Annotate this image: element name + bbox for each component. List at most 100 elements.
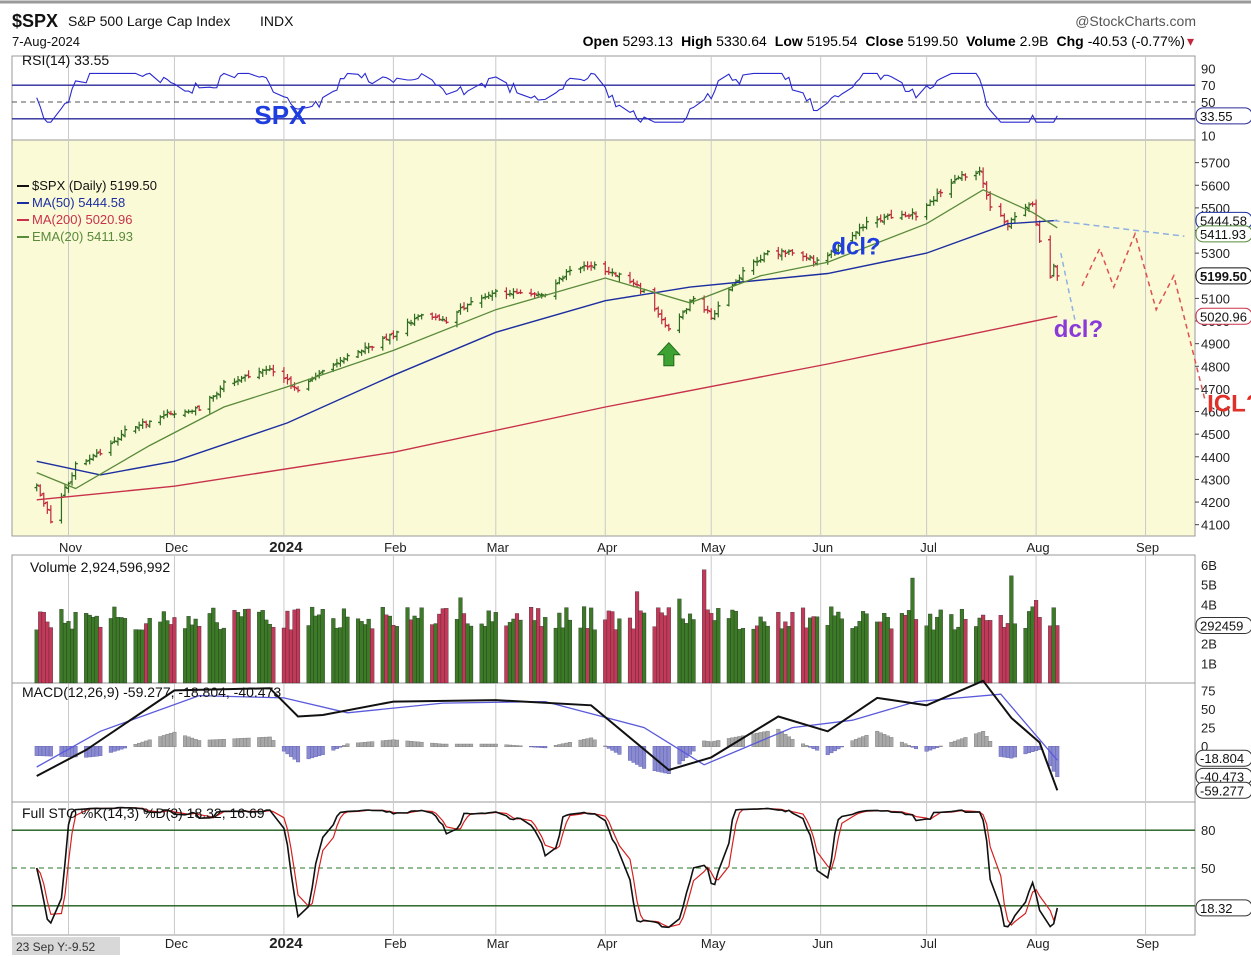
- macd-histogram-bar: [246, 737, 251, 747]
- volume-bar: [186, 616, 191, 684]
- volume-bar: [416, 618, 421, 684]
- macd-histogram-bar: [123, 746, 128, 749]
- macd-histogram-bar: [243, 737, 248, 747]
- macd-histogram-bar: [536, 746, 541, 748]
- volume-bar: [363, 624, 368, 684]
- macd-histogram-bar: [504, 744, 509, 747]
- volume-bar: [592, 629, 597, 684]
- macd-histogram-bar: [45, 746, 50, 757]
- macd-histogram-bar: [59, 746, 64, 757]
- month-label-2024: 2024: [269, 539, 303, 556]
- macd-histogram-bar: [878, 732, 883, 747]
- macd-histogram-bar: [1048, 746, 1053, 767]
- volume-bar: [115, 617, 120, 684]
- legend-entry: MA(200) 5020.96: [32, 212, 132, 227]
- macd-histogram-bar: [631, 746, 636, 763]
- stochastic-tag-box: [1195, 899, 1251, 917]
- macd-histogram-bar: [433, 743, 438, 747]
- volume-bar: [465, 623, 470, 684]
- price-tick-label: 4700: [1201, 382, 1230, 397]
- macd-histogram-bar: [963, 737, 968, 747]
- volume-bar: [1026, 611, 1032, 684]
- volume-bar: [94, 615, 99, 684]
- rsi-title: RSI(14) 33.55: [22, 52, 109, 68]
- stochastic-k-line: [35, 806, 1059, 929]
- volume-bar: [444, 608, 449, 684]
- macd-histogram-bar: [409, 741, 414, 747]
- macd-histogram-bar: [341, 745, 346, 747]
- macd-histogram-bar: [479, 743, 484, 747]
- volume-bar: [479, 623, 484, 684]
- volume-bar: [98, 626, 103, 684]
- macd-histogram-bar: [666, 746, 671, 774]
- macd-histogram-bar: [691, 746, 696, 752]
- x-axis-months: Nov Dec 2024 Feb Mar Apr May Jun Jul Aug Sep: [59, 539, 1159, 556]
- chart-date: 7-Aug-2024: [12, 34, 80, 49]
- macd-histogram-bar: [232, 738, 237, 747]
- macd-title: MACD(12,26,9) -59.277, -18.804, -40.473: [22, 684, 281, 700]
- macd-tick-label: 75: [1201, 683, 1215, 698]
- macd-tag-label: -59.277: [1200, 783, 1244, 798]
- volume-bar: [949, 614, 954, 684]
- macd-histogram-bar: [430, 742, 435, 747]
- annotation-icl-3: ICL?: [1207, 391, 1251, 418]
- price-tick-label: 5100: [1201, 291, 1230, 306]
- macd-histogram-bar: [158, 736, 163, 747]
- macd-histogram-bar: [207, 739, 212, 747]
- volume-bar: [161, 611, 166, 684]
- volume-tick-label: 1B: [1201, 656, 1217, 671]
- volume-bar: [239, 616, 244, 684]
- month-label-jun: Jun: [812, 540, 833, 555]
- volume-bar: [345, 616, 350, 684]
- macd-histogram-bar: [839, 746, 844, 748]
- macd-histogram-bar: [394, 739, 399, 747]
- stochastic-panel: [11, 801, 1196, 936]
- volume-bar: [391, 624, 396, 684]
- price-tick-label: 4200: [1201, 495, 1230, 510]
- volume-bar: [91, 616, 96, 684]
- volume-bar: [878, 621, 883, 684]
- volume-bar: [631, 628, 636, 684]
- macd-histogram-bar: [1034, 746, 1039, 751]
- volume-bar: [1048, 625, 1053, 684]
- month-label-jul-bottom: Jul: [920, 936, 937, 951]
- macd-tick-label: 50: [1201, 702, 1215, 717]
- macd-histogram-bar: [1023, 746, 1028, 755]
- volume-bar: [808, 617, 813, 684]
- volume-bar: [38, 611, 43, 684]
- volume-bar: [589, 607, 594, 684]
- low-label: Low: [775, 33, 803, 49]
- volume-bar: [560, 627, 565, 684]
- macd-histogram-bar: [108, 746, 113, 753]
- macd-histogram-bar: [977, 732, 982, 747]
- volume-bar: [981, 614, 986, 684]
- macd-histogram-bar: [391, 739, 396, 747]
- macd-histogram-bar: [34, 746, 39, 756]
- month-label-aug: Aug: [1027, 540, 1050, 555]
- macd-histogram-bar: [514, 745, 519, 747]
- volume-bar: [959, 608, 964, 684]
- macd-histogram-bar: [292, 746, 297, 760]
- volume-bar: [243, 609, 248, 684]
- volume-bar: [977, 617, 982, 684]
- volume-bar: [906, 610, 912, 684]
- macd-histogram-bar: [931, 746, 936, 750]
- macd-histogram-bar: [490, 743, 495, 747]
- macd-histogram-bar: [140, 741, 145, 747]
- volume-bar: [356, 618, 361, 684]
- macd-histogram-bar: [183, 735, 188, 747]
- macd-histogram-bar: [836, 746, 841, 750]
- high-label: High: [681, 33, 712, 49]
- macd-histogram-bar: [511, 745, 516, 747]
- volume-bar: [882, 612, 887, 684]
- volume-bar: [1051, 607, 1056, 684]
- volume-bar: [306, 625, 311, 684]
- macd-histogram-bar: [716, 740, 721, 747]
- price-tag-label: 5444.58: [1200, 213, 1247, 228]
- volume-bar: [984, 620, 989, 684]
- macd-histogram-bar: [98, 746, 103, 756]
- macd-histogram-bar: [864, 735, 869, 747]
- volume-bar: [836, 611, 841, 684]
- stochastic-layer: 205080Full STO %K(14,3) %D(3) 18.32, 16.…: [12, 805, 1251, 929]
- volume-bar: [483, 626, 488, 684]
